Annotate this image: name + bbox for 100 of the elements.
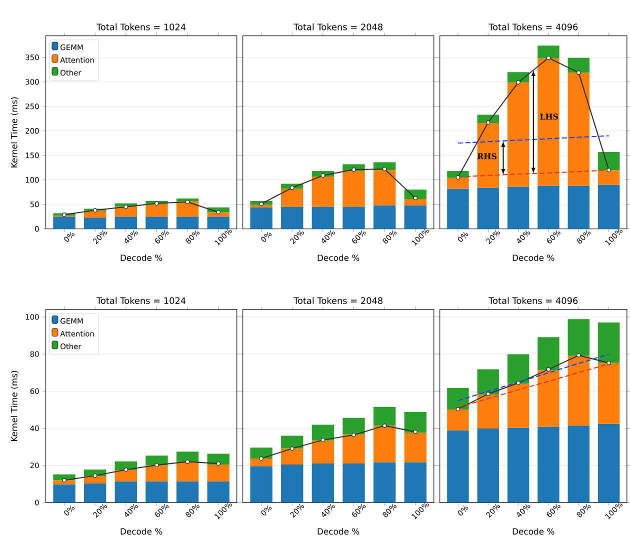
bar <box>250 458 272 466</box>
bar <box>598 152 620 170</box>
bar <box>598 322 620 363</box>
bar <box>538 336 560 370</box>
point <box>154 201 159 206</box>
y-axis-title: Kernel Time (ms) <box>10 97 18 168</box>
bar <box>312 424 334 440</box>
bar <box>404 462 426 502</box>
bar <box>176 462 199 482</box>
point <box>382 166 387 172</box>
bar <box>507 82 530 187</box>
x-axis-title: Decode % <box>318 254 360 261</box>
bar <box>312 206 334 229</box>
point <box>92 473 98 478</box>
bar <box>250 204 272 208</box>
bar <box>477 114 499 123</box>
bar <box>373 406 396 426</box>
point <box>413 430 418 434</box>
bar <box>281 436 304 448</box>
bar <box>568 318 590 356</box>
bar <box>538 45 560 58</box>
point <box>352 167 356 172</box>
x-axis-title: Decode % <box>120 528 162 534</box>
bar <box>507 384 530 428</box>
bar <box>404 412 426 433</box>
bar <box>373 205 396 229</box>
chart-title: Total Tokens = 4096 <box>488 23 578 30</box>
bar <box>207 464 230 482</box>
point <box>216 210 220 214</box>
bar <box>538 370 560 427</box>
bar <box>447 388 469 410</box>
bar <box>53 480 76 484</box>
bar <box>404 432 426 462</box>
bar <box>250 207 272 229</box>
bar <box>477 188 499 229</box>
bar <box>146 216 168 229</box>
point <box>259 456 264 461</box>
bar <box>404 198 426 206</box>
x-axis-title: Decode % <box>512 254 554 261</box>
bar <box>342 434 365 464</box>
bar <box>342 170 365 207</box>
bar <box>84 483 106 502</box>
chart-title: Total Tokens = 2048 <box>294 296 383 304</box>
bar <box>538 58 560 186</box>
point <box>606 360 611 365</box>
point <box>486 392 490 396</box>
point <box>62 478 66 482</box>
bar <box>53 216 76 229</box>
bar <box>477 122 499 188</box>
bar <box>250 466 272 502</box>
bar <box>207 212 230 216</box>
bar <box>507 72 530 82</box>
bar <box>477 394 499 428</box>
bar <box>477 428 499 502</box>
bar <box>207 454 230 464</box>
bar <box>447 178 469 189</box>
point <box>320 173 326 178</box>
bar <box>477 369 499 395</box>
bar <box>568 356 590 426</box>
chart-title: Total Tokens = 1024 <box>96 23 186 30</box>
chart-title: Total Tokens = 4096 <box>488 296 578 304</box>
point <box>124 467 128 472</box>
bar <box>176 198 199 202</box>
point <box>516 380 520 385</box>
point <box>352 432 356 437</box>
bar <box>342 463 365 502</box>
point <box>413 196 418 200</box>
point <box>546 367 551 372</box>
y-axis-title: Kernel Time (ms) <box>10 370 18 441</box>
point <box>320 438 326 442</box>
x-axis-title: Decode % <box>318 528 360 534</box>
bar <box>598 184 620 229</box>
point <box>185 459 190 464</box>
point <box>382 423 387 428</box>
bar <box>342 418 365 434</box>
bar <box>342 206 365 229</box>
bar <box>568 72 590 186</box>
bar <box>373 462 396 502</box>
bar <box>538 426 560 502</box>
bar <box>84 476 106 484</box>
point <box>576 70 581 75</box>
bar <box>207 481 230 502</box>
bar <box>176 452 199 462</box>
bar <box>568 426 590 502</box>
chart-title: Total Tokens = 1024 <box>96 296 186 304</box>
x-axis-title: Decode % <box>512 528 554 534</box>
bar <box>447 188 469 229</box>
bar <box>538 186 560 229</box>
bar <box>207 216 230 229</box>
bar <box>281 206 304 229</box>
bar <box>373 426 396 462</box>
point <box>185 200 190 204</box>
point <box>154 462 159 468</box>
point <box>62 212 66 217</box>
bar <box>146 204 168 216</box>
bar <box>281 188 304 207</box>
point <box>516 80 520 84</box>
bar <box>507 186 530 229</box>
bar <box>312 440 334 464</box>
bar <box>568 186 590 229</box>
